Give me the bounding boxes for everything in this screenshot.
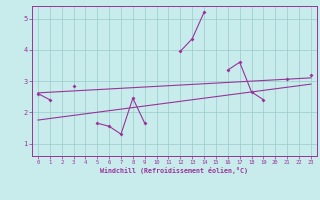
X-axis label: Windchill (Refroidissement éolien,°C): Windchill (Refroidissement éolien,°C) bbox=[100, 167, 248, 174]
